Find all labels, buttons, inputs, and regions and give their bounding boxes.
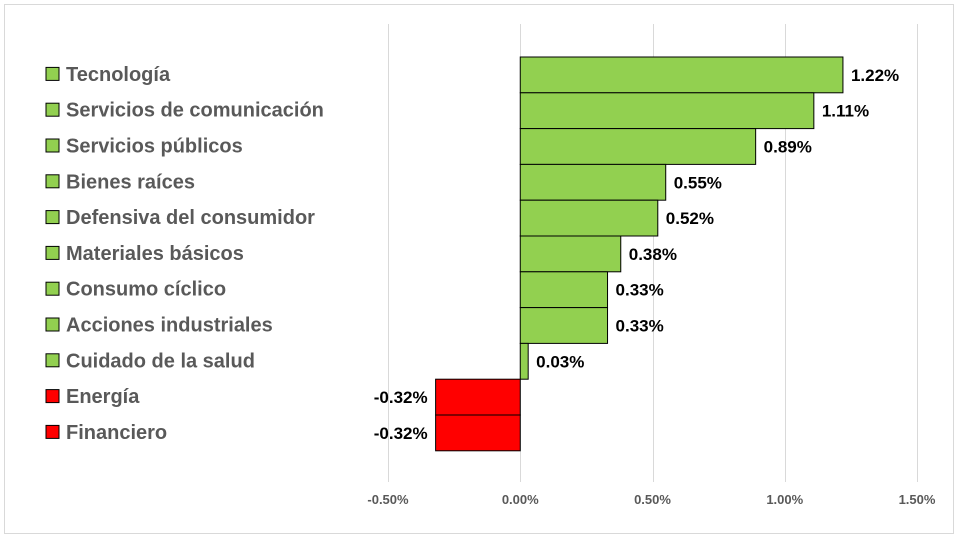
data-label: 0.89% — [764, 138, 812, 157]
bar — [519, 92, 815, 130]
bar — [435, 414, 521, 452]
category-label: Tecnología — [66, 64, 171, 86]
data-label: 0.03% — [536, 352, 584, 371]
bar — [519, 235, 622, 273]
data-label: 1.11% — [822, 102, 869, 121]
data-label: 0.33% — [616, 317, 664, 336]
data-label: -0.32% — [374, 388, 428, 407]
category-label: Acciones industriales — [66, 315, 273, 337]
x-tick-label: 1.00% — [766, 492, 803, 507]
category-label: Bienes raíces — [66, 171, 195, 193]
data-label: -0.32% — [374, 424, 428, 443]
bar — [519, 307, 609, 344]
x-tick-label: 0.00% — [502, 492, 539, 507]
legend-swatch — [45, 281, 60, 296]
category-label: Energía — [66, 386, 140, 408]
data-label: 0.52% — [666, 209, 714, 228]
data-label: 0.55% — [674, 173, 722, 192]
data-label: 1.22% — [851, 66, 899, 85]
legend-swatch — [45, 245, 60, 260]
category-label: Cuidado de la salud — [66, 350, 255, 372]
bar — [519, 342, 529, 380]
category-label: Financiero — [66, 422, 167, 444]
legend-swatch — [45, 174, 60, 189]
legend-swatch — [45, 424, 60, 439]
data-label: 0.38% — [629, 245, 677, 264]
legend-swatch — [45, 353, 60, 368]
x-tick-label: -0.50% — [367, 492, 409, 507]
bar — [435, 378, 521, 416]
category-label: Consumo cíclico — [66, 279, 226, 301]
category-label: Defensiva del consumidor — [66, 207, 315, 229]
legend-swatch — [45, 102, 60, 117]
x-tick-label: 0.50% — [634, 492, 671, 507]
bar — [519, 199, 659, 237]
bar — [519, 128, 757, 165]
legend-swatch — [45, 389, 60, 404]
data-label: 0.33% — [616, 281, 664, 300]
legend-swatch — [45, 317, 60, 332]
category-label: Servicios de comunicación — [66, 100, 324, 122]
legend-swatch — [45, 138, 60, 153]
legend-swatch — [45, 66, 60, 81]
bar — [519, 56, 844, 94]
x-tick-label: 1.50% — [899, 492, 936, 507]
category-label: Servicios públicos — [66, 136, 243, 158]
bar — [519, 271, 609, 309]
category-label: Materiales básicos — [66, 243, 244, 265]
bar — [519, 163, 667, 201]
legend-swatch — [45, 210, 60, 225]
